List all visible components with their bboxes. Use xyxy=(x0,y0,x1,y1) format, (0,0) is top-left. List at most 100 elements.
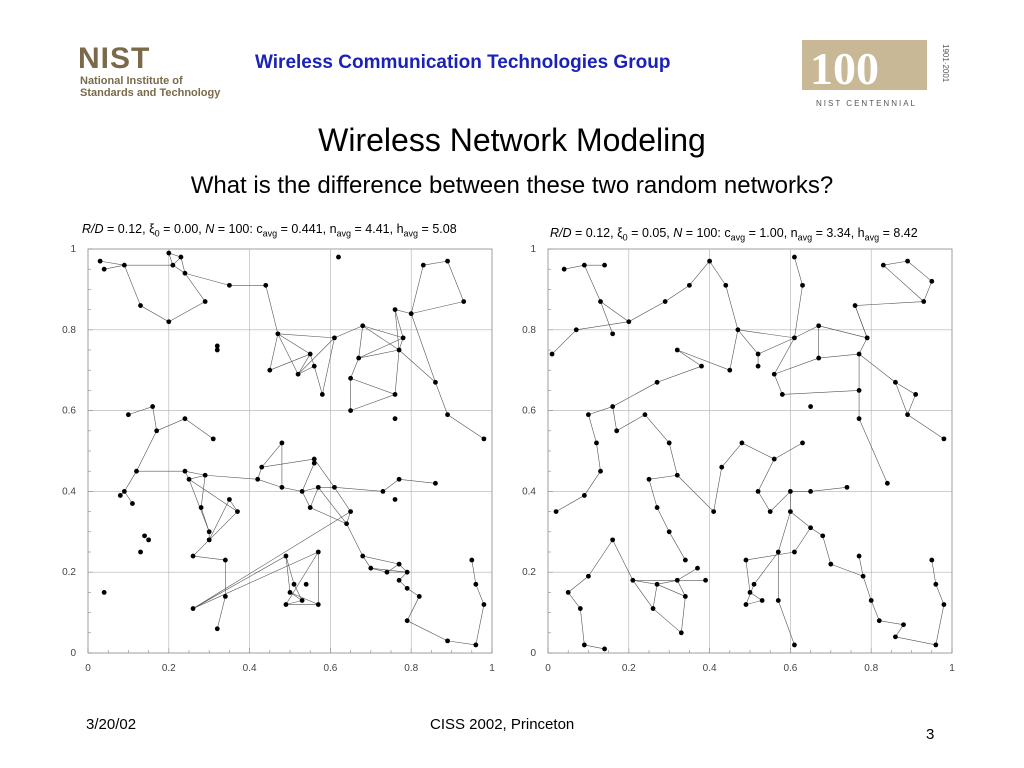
network-node xyxy=(121,262,127,268)
network-node xyxy=(291,581,297,587)
network-edge xyxy=(612,406,617,431)
network-edge xyxy=(423,260,448,266)
network-edge xyxy=(475,584,485,605)
network-node xyxy=(126,412,131,418)
network-edge xyxy=(677,475,714,512)
network-edge xyxy=(334,325,363,339)
network-node xyxy=(182,468,188,474)
network-node xyxy=(396,577,402,583)
network-node xyxy=(598,299,603,304)
network-node xyxy=(682,594,688,599)
network-node xyxy=(864,335,870,341)
nist-logo-line2: Standards and Technology xyxy=(80,87,221,99)
network-node xyxy=(581,642,587,648)
network-edge xyxy=(398,349,436,383)
network-node xyxy=(586,573,591,579)
network-edge xyxy=(156,418,186,432)
network-node xyxy=(666,440,672,446)
network-node xyxy=(699,363,704,369)
footer-conference: CISS 2002, Princeton xyxy=(430,716,575,733)
network-node xyxy=(279,440,285,446)
network-node xyxy=(400,335,406,341)
network-node xyxy=(779,392,785,397)
network-node xyxy=(727,367,733,373)
centennial-label: NIST CENTENNIAL xyxy=(816,99,917,108)
network-node xyxy=(404,569,410,575)
caption-xi-value: 0.05 xyxy=(641,226,667,240)
network-node xyxy=(469,557,475,563)
network-node xyxy=(117,493,123,498)
network-edge xyxy=(184,273,206,302)
network-svg-left: 0 0.2 0.4 0.6 0.8 1 0 0.2 0.4 0.6 0.8 1 xyxy=(62,244,495,674)
x-tick-label: 1 xyxy=(949,663,955,674)
network-node xyxy=(315,602,321,607)
plot-caption-right: R/D = 0.12, ξ0 = 0.05, N = 100: cavg = 1… xyxy=(550,226,918,243)
y-tick-label: 1 xyxy=(530,244,536,255)
network-node xyxy=(602,646,607,652)
network-node xyxy=(235,509,240,514)
network-node xyxy=(408,311,414,317)
network-edge xyxy=(309,487,319,508)
nist-logo-line1: National Institute of xyxy=(80,75,183,87)
network-edge xyxy=(394,309,412,314)
network-edge xyxy=(656,365,702,383)
network-edge xyxy=(568,576,589,593)
network-node xyxy=(138,303,143,308)
network-edge xyxy=(935,604,945,645)
network-edge xyxy=(172,264,186,274)
network-edge xyxy=(632,580,654,609)
network-edge xyxy=(302,487,319,492)
network-edge xyxy=(656,507,670,532)
network-edge xyxy=(596,442,601,472)
network-node xyxy=(319,392,325,397)
network-edge xyxy=(729,329,739,371)
network-node xyxy=(255,476,261,482)
network-edge xyxy=(612,382,658,407)
network-node xyxy=(461,299,467,304)
network-node xyxy=(222,557,228,563)
network-edge xyxy=(588,414,597,444)
network-edge xyxy=(790,511,811,528)
network-node xyxy=(800,282,805,288)
network-node xyxy=(384,569,390,575)
network-edge xyxy=(895,624,904,638)
x-tick-label: 0 xyxy=(85,663,91,674)
network-node xyxy=(307,351,313,357)
network-node xyxy=(283,553,289,559)
network-node xyxy=(941,436,947,442)
network-edge xyxy=(769,491,791,512)
y-tick-label: 0 xyxy=(530,648,536,659)
network-edge xyxy=(895,382,908,415)
network-node xyxy=(610,404,616,409)
network-edge xyxy=(774,442,803,460)
network-edge xyxy=(677,349,730,371)
network-edge xyxy=(794,325,819,339)
caption-n-value: 100 xyxy=(228,222,250,236)
network-edge xyxy=(656,584,686,597)
footer-date: 3/20/02 xyxy=(86,716,137,733)
network-edge xyxy=(854,305,868,338)
network-edge xyxy=(370,567,388,573)
network-edge xyxy=(870,600,880,621)
network-edge xyxy=(358,325,364,359)
network-edge xyxy=(600,301,629,322)
network-edge xyxy=(794,527,811,553)
x-tick-label: 0 xyxy=(545,663,551,674)
network-node xyxy=(626,319,632,325)
network-edge xyxy=(810,487,847,492)
network-edge xyxy=(334,487,383,492)
network-node xyxy=(227,282,232,288)
x-tick-label: 0.2 xyxy=(162,663,176,674)
network-edge xyxy=(923,281,933,302)
network-edge xyxy=(652,584,658,609)
network-edge xyxy=(907,394,916,415)
network-edge xyxy=(777,600,795,646)
caption-n-label: N xyxy=(673,226,683,240)
network-node xyxy=(130,501,135,506)
network-edge xyxy=(862,576,872,601)
y-tick-label: 0.6 xyxy=(62,406,76,417)
network-node xyxy=(747,590,753,595)
network-node xyxy=(695,565,700,571)
network-edge xyxy=(346,523,363,557)
network-edge xyxy=(855,301,924,306)
